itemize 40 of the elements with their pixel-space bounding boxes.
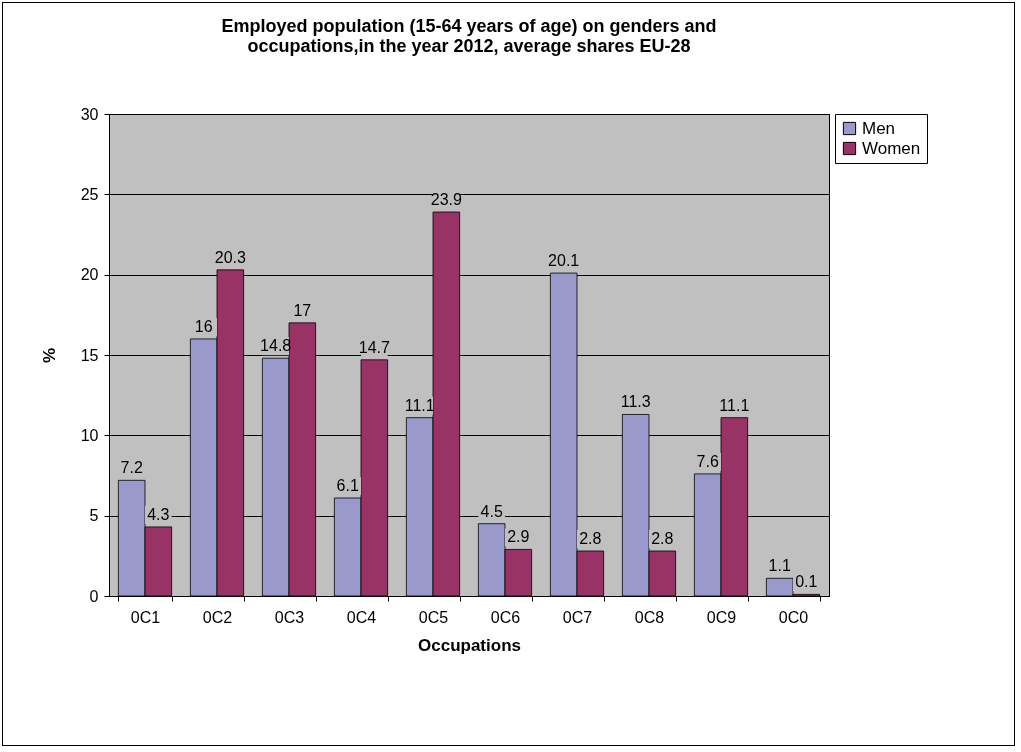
x-tick-label: 0C5: [418, 608, 449, 626]
x-tick-label: 0C9: [706, 608, 737, 626]
x-tick-label: 0C3: [274, 608, 305, 626]
data-label: 20.3: [214, 248, 246, 266]
data-label: 1.1: [768, 557, 791, 575]
data-label: 4.5: [480, 502, 503, 520]
data-label: 2.8: [579, 530, 602, 548]
y-tick-label: 25: [80, 185, 99, 203]
y-tick-label: 5: [89, 507, 99, 525]
x-tick-label: 0C4: [346, 608, 377, 626]
x-tick-label: 0C7: [562, 608, 593, 626]
data-label: 17: [293, 301, 312, 319]
x-axis-title: Occupations: [418, 635, 521, 655]
x-tick-label: 0C2: [202, 608, 233, 626]
data-label: 6.1: [336, 476, 359, 494]
y-tick-label: 15: [80, 346, 99, 364]
legend-label: Women: [862, 138, 921, 158]
y-axis-title: %: [39, 347, 59, 364]
data-label: 0.1: [795, 573, 818, 591]
data-label: 11.3: [620, 393, 651, 411]
data-label: 16: [194, 317, 213, 335]
data-label: 14.7: [358, 338, 390, 356]
x-tick-label: 0C0: [778, 608, 809, 626]
x-tick-label: 0C6: [490, 608, 521, 626]
legend-label: Men: [862, 118, 896, 138]
data-label: 2.8: [651, 530, 674, 548]
x-tick-label: 0C1: [130, 608, 161, 626]
y-tick-label: 20: [80, 266, 99, 284]
data-label: 4.3: [147, 505, 170, 523]
y-tick-label: 30: [80, 105, 99, 123]
data-label: 20.1: [548, 252, 580, 270]
x-tick-label: 0C8: [634, 608, 665, 626]
y-tick-label: 10: [80, 426, 99, 444]
chart-title: Employed population (15-64 years of age) on genders and occupations,in the year 2012, average shares EU-28: [221, 16, 717, 56]
data-label: 23.9: [430, 191, 462, 209]
data-label: 7.2: [120, 459, 143, 477]
y-tick-label: 0: [89, 587, 99, 605]
data-label: 2.9: [507, 528, 530, 546]
data-label: 7.6: [696, 452, 719, 470]
data-label: 11.1: [719, 396, 750, 414]
